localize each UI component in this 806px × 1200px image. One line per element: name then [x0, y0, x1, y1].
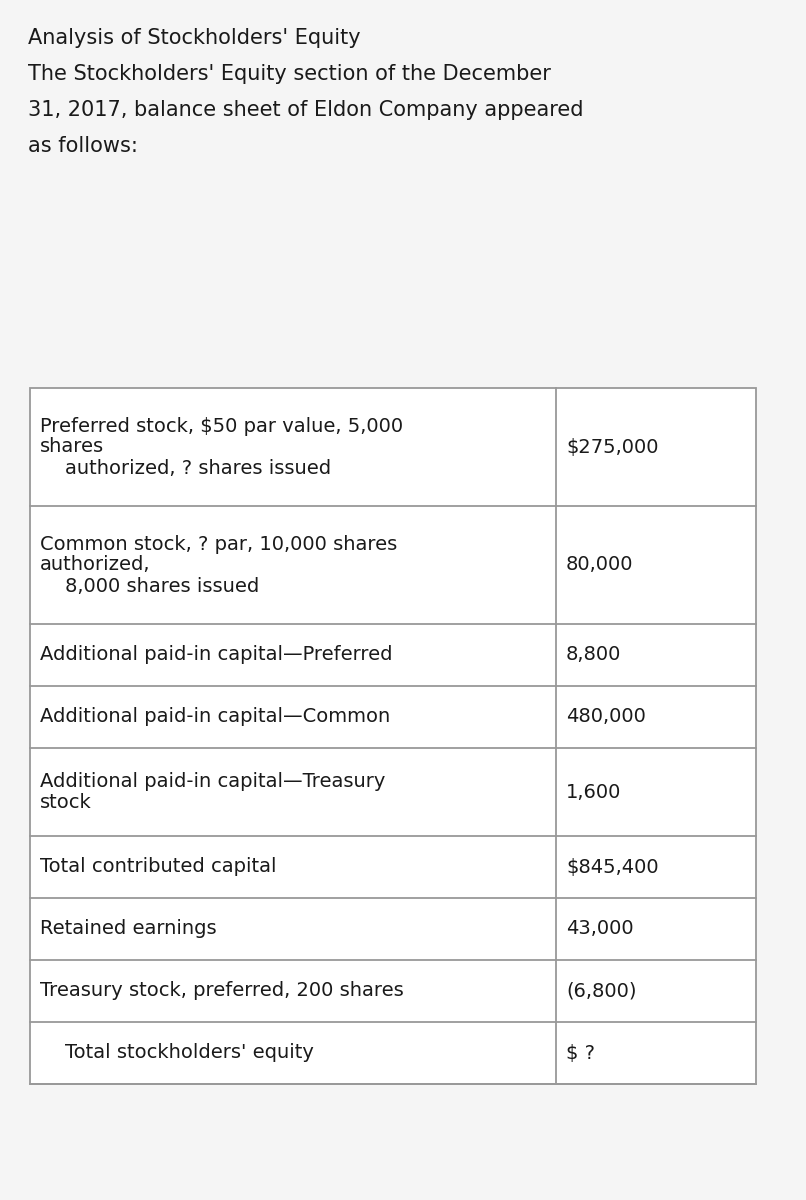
Text: 8,800: 8,800 [566, 646, 621, 665]
Text: stock: stock [40, 793, 92, 812]
Bar [30, 388, 756, 1084]
Text: Additional paid-in capital—Treasury: Additional paid-in capital—Treasury [40, 772, 385, 791]
Text: 8,000 shares issued: 8,000 shares issued [40, 576, 260, 595]
Text: (6,800): (6,800) [566, 982, 637, 1001]
Text: Treasury stock, preferred, 200 shares: Treasury stock, preferred, 200 shares [40, 982, 404, 1001]
Text: authorized,: authorized, [40, 556, 151, 575]
Text: Preferred stock, $50 par value, 5,000: Preferred stock, $50 par value, 5,000 [40, 416, 403, 436]
Text: $275,000: $275,000 [566, 438, 659, 456]
Text: Total stockholders' equity: Total stockholders' equity [40, 1044, 314, 1062]
Text: 1,600: 1,600 [566, 782, 621, 802]
Text: 480,000: 480,000 [566, 708, 646, 726]
Text: $845,400: $845,400 [566, 858, 659, 876]
Text: as follows:: as follows: [28, 136, 138, 156]
Text: Common stock, ? par, 10,000 shares: Common stock, ? par, 10,000 shares [40, 534, 397, 553]
Text: 31, 2017, balance sheet of Eldon Company appeared: 31, 2017, balance sheet of Eldon Company… [28, 100, 584, 120]
Text: $ ?: $ ? [566, 1044, 595, 1062]
Text: Additional paid-in capital—Preferred: Additional paid-in capital—Preferred [40, 646, 393, 665]
Text: Retained earnings: Retained earnings [40, 919, 217, 938]
Text: Total contributed capital: Total contributed capital [40, 858, 276, 876]
Text: 80,000: 80,000 [566, 556, 634, 575]
Text: shares: shares [40, 438, 104, 456]
Text: The Stockholders' Equity section of the December: The Stockholders' Equity section of the … [28, 64, 550, 84]
Text: Analysis of Stockholders' Equity: Analysis of Stockholders' Equity [28, 28, 360, 48]
Text: 43,000: 43,000 [566, 919, 634, 938]
Text: Additional paid-in capital—Common: Additional paid-in capital—Common [40, 708, 390, 726]
Text: authorized, ? shares issued: authorized, ? shares issued [40, 458, 331, 478]
